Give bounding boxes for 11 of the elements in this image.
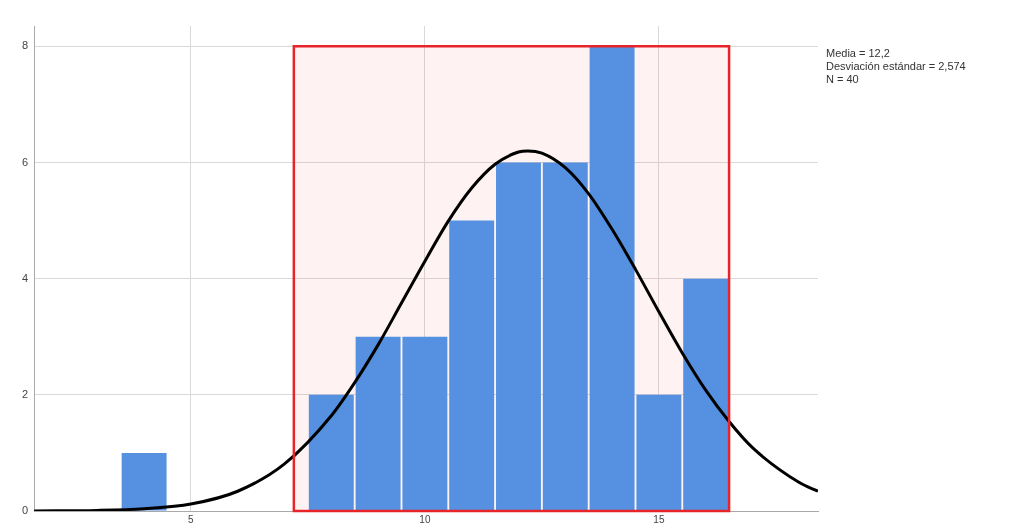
text: Desviación estándar = 2,574 — [826, 59, 966, 72]
x-tick-label: 10 — [419, 513, 431, 525]
text: N = 40 — [826, 72, 859, 85]
x-tick-label: 5 — [188, 513, 195, 525]
y-tick-label: 0 — [21, 504, 29, 517]
text: Media = 12,2 — [826, 46, 890, 59]
y-tick-label: 8 — [21, 39, 29, 52]
y-tick-label: 6 — [21, 155, 29, 168]
x-tick-label: 15 — [653, 513, 665, 525]
y-tick-label: 2 — [21, 387, 29, 400]
y-tick-label: 4 — [21, 271, 29, 284]
